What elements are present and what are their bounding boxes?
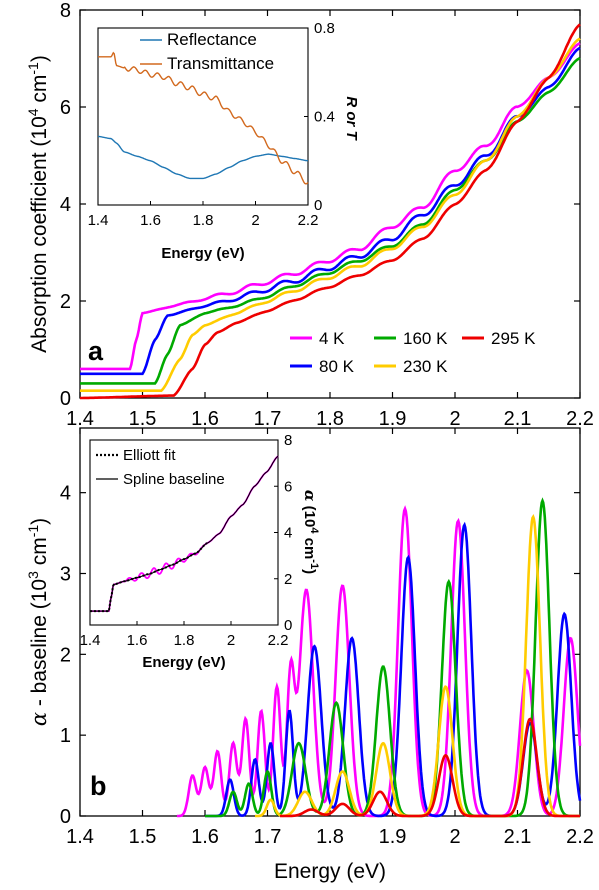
series-line-230-k	[80, 37, 581, 392]
panel-a-yticks: 0 2 4 6 8	[60, 0, 580, 410]
panel-a-xtick-label: 2	[449, 408, 460, 430]
inset-a-xtick-label: 2	[251, 212, 259, 229]
panel-a-label: a	[88, 336, 104, 366]
inset-a-ytick-label: 0.4	[314, 109, 335, 126]
panel-b-xtick-label: 1.8	[316, 826, 344, 848]
panel-a-xtick-label: 1.7	[254, 408, 282, 430]
panel-a-ytick-label: 0	[60, 388, 71, 410]
panel-a-xtick-label: 1.9	[379, 408, 407, 430]
inset-b-xtick-label: 2	[227, 632, 235, 649]
panel-a-inset-frame	[97, 27, 309, 206]
inset-b-ytick-label: 4	[284, 525, 292, 542]
panel-b-xticks: 1.4 1.5 1.6 1.7 1.8 1.9 2 2.1 2.2	[66, 428, 594, 848]
panel-a-ytick-label: 6	[60, 97, 71, 119]
panel-b-xtick-label: 1.6	[191, 826, 219, 848]
panel-b-xlabel: Energy (eV)	[274, 860, 386, 883]
panel-b-ytick-label: 4	[60, 483, 71, 505]
panel-b-xtick-label: 1.7	[254, 826, 282, 848]
panel-b-ytick-label: 1	[60, 725, 71, 747]
inset-a-line-reflectance	[97, 135, 309, 180]
inset-a-xtick-label: 2.2	[298, 212, 319, 229]
legend-label-230-k: 230 K	[403, 357, 448, 376]
legend-label-295-k: 295 K	[491, 329, 536, 348]
panel-b-ytick-label: 3	[60, 564, 71, 586]
panel-b-inset-series	[90, 455, 279, 613]
inset-b-xtick-label: 1.8	[174, 632, 195, 649]
panel-b-xtick-label: 2.1	[504, 826, 532, 848]
inset-b-ytick-label: 8	[284, 432, 292, 449]
panel-a-ytick-label: 2	[60, 291, 71, 313]
panel-b-inset-xlabel: Energy (eV)	[142, 654, 225, 671]
panel-a-xtick-label: 1.5	[129, 408, 157, 430]
panel-a-xtick-label: 1.8	[316, 408, 344, 430]
panel-b-xtick-label: 1.4	[66, 826, 94, 848]
panel-a-ytick-label: 4	[60, 194, 71, 216]
inset-b-xtick-label: 1.6	[127, 632, 148, 649]
panel-a-xticks: 1.4 1.5 1.6 1.7 1.8 1.9 2 2.1 2.2	[66, 10, 594, 430]
panel-a-xtick-label: 1.4	[66, 408, 94, 430]
panel-b-inset: 1.4 1.6 1.8 2 2.20 2 4 6 8 Elliott fit Spline bas…	[80, 432, 320, 671]
panel-b-inset-ylabel: α (104 cm-1)	[301, 490, 320, 574]
inset-a-xtick-label: 1.4	[88, 212, 109, 229]
panel-a-inset-xlabel: Energy (eV)	[161, 245, 244, 262]
panel-b-inset-frame	[89, 439, 279, 626]
inset-b-xtick-label: 2.2	[268, 632, 289, 649]
panel-a-inset-series	[97, 51, 309, 185]
inset-a-ytick-label: 0	[314, 197, 322, 214]
panel-a-ytick-label: 8	[60, 0, 71, 22]
inset-b-ytick-label: 6	[284, 478, 292, 495]
panel-b: 0 1 2 3 4 1.4 1.5 1.6 1.7 1.8 1.9 2 2.1 2.2 b α - ba…	[25, 427, 594, 883]
inset-a-xtick-label: 1.8	[193, 212, 214, 229]
panel-a-inset-legend: Reflectance Transmittance	[140, 30, 274, 73]
panel-b-ylabel: α - baseline (103 cm-1)	[25, 518, 51, 726]
series-line-4-k	[80, 42, 581, 371]
panel-b-inset-legend: Elliott fit Spline baseline	[96, 447, 225, 488]
panel-a-xtick-label: 2.1	[504, 408, 532, 430]
panel-b-xtick-label: 2.2	[566, 826, 594, 848]
inset-b-legend-label-elliott-fit: Elliott fit	[123, 447, 176, 464]
inset-b-ytick-label: 2	[284, 571, 292, 588]
inset-a-legend-label-transmittance: Transmittance	[167, 54, 274, 73]
inset-b-legend-label-spline-baseline: Spline baseline	[123, 471, 225, 488]
inset-b-ytick-label: 0	[284, 617, 292, 634]
series-line-295-k	[80, 23, 581, 400]
panel-b-ytick-label: 0	[60, 806, 71, 828]
panel-b-inset-ticks: 1.4 1.6 1.8 2 2.20 2 4 6 8	[80, 432, 293, 649]
inset-b-line-elliott-fit	[90, 542, 208, 613]
inset-a-xtick-label: 1.6	[140, 212, 161, 229]
panel-b-series	[176, 497, 582, 818]
panel-a-xtick-label: 2.2	[566, 408, 594, 430]
series-line-b-295-k	[280, 717, 580, 818]
panel-a-inset-ylabel: R or T	[343, 96, 360, 141]
panel-b-xtick-label: 2	[449, 826, 460, 848]
panel-b-xtick-label: 1.5	[129, 826, 157, 848]
inset-a-legend-label-reflectance: Reflectance	[167, 30, 257, 49]
panel-a-inset: 1.4 1.6 1.8 2 2.20 0.4 0.8 Reflectance Transmit…	[88, 20, 360, 262]
panel-b-label: b	[90, 771, 107, 801]
panel-a-inset-ticks: 1.4 1.6 1.8 2 2.20 0.4 0.8	[88, 20, 335, 229]
inset-b-xtick-label: 1.4	[80, 632, 101, 649]
legend-label-4-k: 4 K	[319, 329, 345, 348]
panel-a-ylabel: Absorption coefficient (104 cm-1)	[25, 55, 51, 353]
legend-label-160-k: 160 K	[403, 329, 448, 348]
series-line-b-160-k	[205, 497, 580, 818]
inset-a-ytick-label: 0.8	[314, 20, 335, 37]
panel-a-series	[80, 23, 581, 400]
legend-label-80-k: 80 K	[319, 357, 355, 376]
panel-a: 0 2 4 6 8 1.4 1.5 1.6 1.7 1.8 1.9 2 2.1 2.2 a 4 K 80 …	[25, 0, 594, 430]
panel-b-xtick-label: 1.9	[379, 826, 407, 848]
panel-a-xtick-label: 1.6	[191, 408, 219, 430]
inset-a-line-transmittance	[98, 51, 309, 185]
panel-b-ytick-label: 2	[60, 644, 71, 666]
panel-a-legend: 4 K 80 K 160 K 230 K 295 K	[290, 329, 536, 376]
